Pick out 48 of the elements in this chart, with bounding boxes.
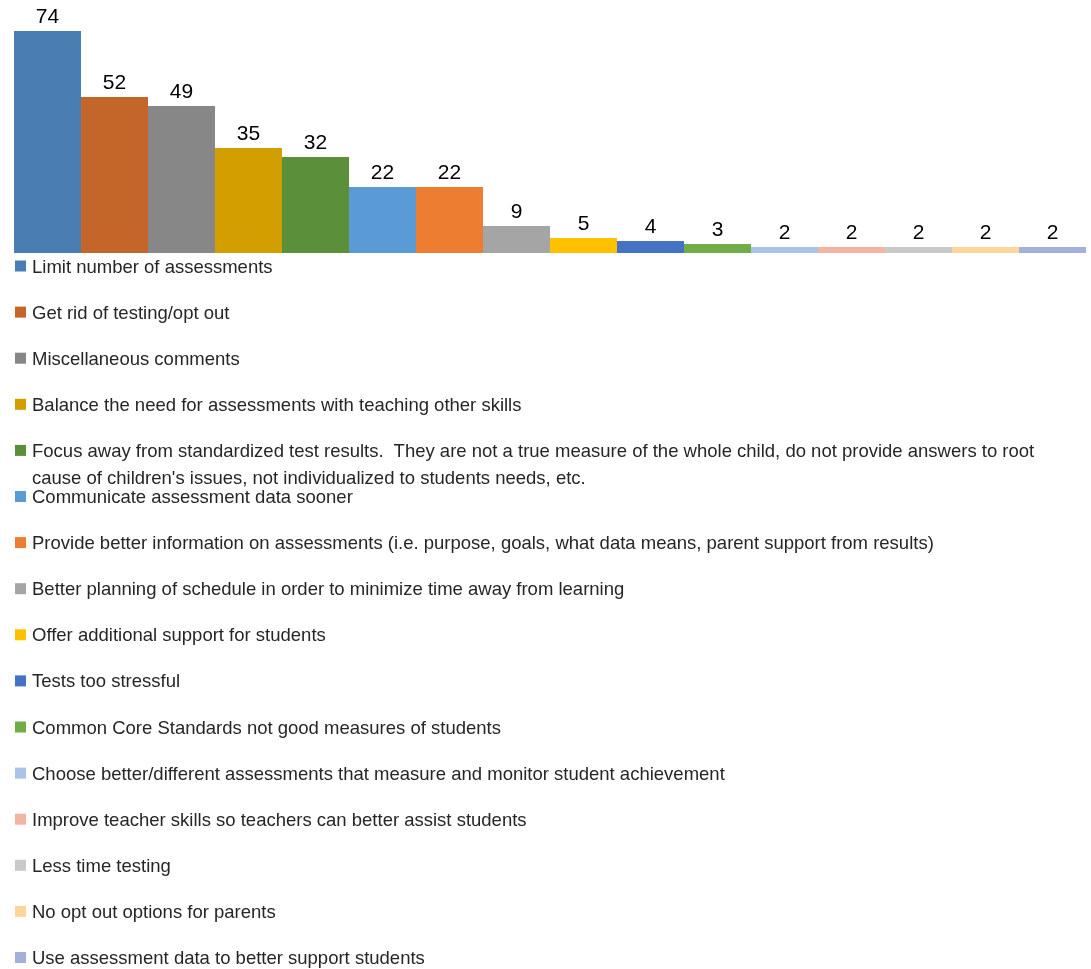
data-label: 32	[303, 130, 328, 153]
bar	[148, 106, 215, 253]
bar	[885, 247, 952, 253]
data-label: 2	[1046, 220, 1059, 243]
legend-label: Better planning of schedule in order to minimize time away from learning	[32, 578, 625, 600]
data-label: 2	[778, 220, 791, 243]
data-label: 4	[644, 214, 657, 237]
legend-label: Miscellaneous comments	[32, 347, 240, 369]
bar	[215, 148, 282, 253]
data-label: 3	[711, 217, 724, 240]
data-label: 22	[437, 160, 462, 183]
bar	[349, 187, 416, 253]
data-label: 22	[370, 160, 395, 183]
legend-label: Tests too stressful	[32, 670, 181, 692]
bar	[751, 247, 818, 253]
legend-label: Provide better information on assessments (i.e. purpose, goals, what data means, parent support from results)	[32, 532, 934, 554]
data-label: 2	[979, 220, 992, 243]
data-label: 74	[35, 4, 60, 27]
bar	[14, 31, 81, 253]
bar	[818, 247, 885, 253]
data-label: 49	[169, 79, 194, 102]
legend-label: Improve teacher skills so teachers can better assist students	[32, 808, 527, 830]
data-label: 2	[845, 220, 858, 243]
legend-label: Get rid of testing/opt out	[32, 301, 230, 323]
bar	[550, 238, 617, 253]
legend-label: Balance the need for assessments with teaching other skills	[32, 393, 522, 415]
legend-label: Use assessment data to better support students	[32, 947, 425, 968]
legend-label: Limit number of assessments	[32, 255, 273, 277]
data-label: 5	[577, 211, 590, 234]
data-label: 2	[912, 220, 925, 243]
bar	[483, 226, 550, 253]
bar	[282, 157, 349, 253]
bar	[1019, 247, 1086, 253]
bar	[684, 244, 751, 253]
legend-label: Common Core Standards not good measures of students	[32, 716, 501, 738]
legend-label: Focus away from standardized test results. They are not a true measure of the whole child, do not provide answers to root cause of children's issues, not individualized to students needs, etc.	[32, 439, 1035, 488]
data-label: 52	[102, 70, 127, 93]
legend-label: Less time testing	[32, 854, 171, 876]
legend-label: Communicate assessment data sooner	[32, 486, 353, 507]
bar	[416, 187, 483, 253]
bar	[81, 97, 148, 253]
bar	[952, 247, 1019, 253]
data-label: 9	[510, 199, 523, 222]
bar	[617, 241, 684, 253]
legend-label: Choose better/different assessments that measure and monitor student achievement	[32, 762, 725, 784]
legend-label: Offer additional support for students	[32, 624, 326, 646]
data-label: 35	[236, 121, 261, 144]
legend-label: No opt out options for parents	[32, 900, 276, 922]
